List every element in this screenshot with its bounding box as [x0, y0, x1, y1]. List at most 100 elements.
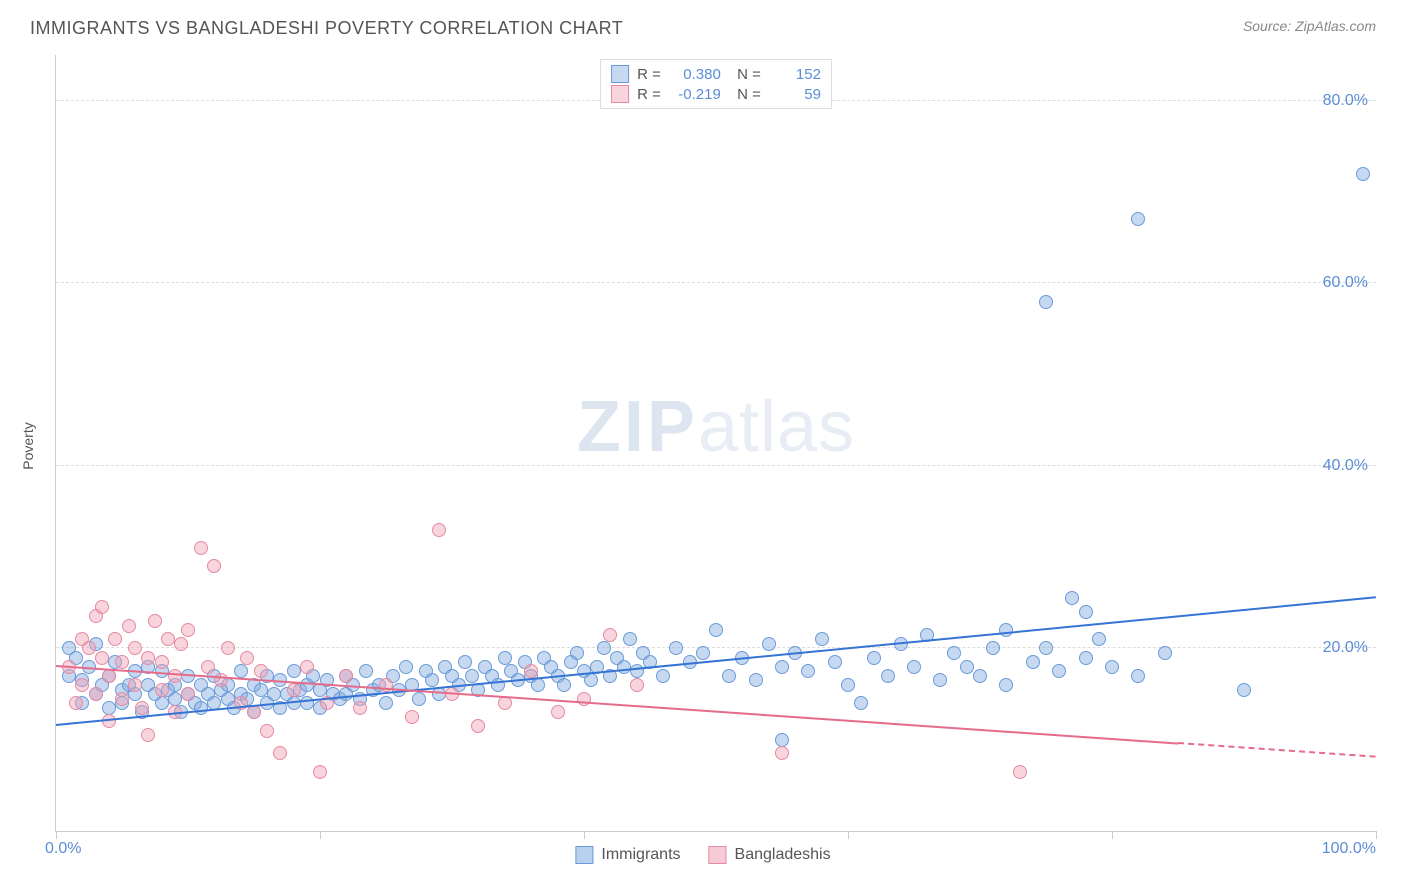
scatter-point [221, 641, 235, 655]
scatter-point [254, 683, 268, 697]
scatter-point [1092, 632, 1106, 646]
watermark-bold: ZIP [577, 387, 698, 467]
scatter-point [155, 696, 169, 710]
scatter-point [854, 696, 868, 710]
legend-item-bangladeshis: Bangladeshis [709, 846, 831, 864]
scatter-point [1105, 660, 1119, 674]
chart-title: IMMIGRANTS VS BANGLADESHI POVERTY CORREL… [30, 18, 623, 39]
scatter-point [115, 655, 129, 669]
scatter-point [115, 692, 129, 706]
scatter-point [82, 641, 96, 655]
scatter-point [201, 660, 215, 674]
scatter-point [828, 655, 842, 669]
scatter-point [128, 678, 142, 692]
watermark-rest: atlas [698, 387, 855, 467]
y-tick-label: 40.0% [1323, 457, 1368, 475]
source-label: Source: ZipAtlas.com [1243, 18, 1376, 34]
scatter-point [168, 692, 182, 706]
scatter-point [1131, 212, 1145, 226]
gridline [56, 465, 1376, 466]
r-label: R = [637, 66, 661, 83]
scatter-point [75, 678, 89, 692]
r-value-immigrants: 0.380 [669, 66, 721, 83]
swatch-immigrants [611, 65, 629, 83]
x-axis-max-label: 100.0% [1322, 840, 1376, 858]
x-tick [1112, 831, 1113, 839]
scatter-point [696, 646, 710, 660]
scatter-point [287, 664, 301, 678]
scatter-point [656, 669, 670, 683]
x-tick [1376, 831, 1377, 839]
scatter-point [267, 687, 281, 701]
trend-line [56, 596, 1376, 726]
swatch-bangladeshis [611, 85, 629, 103]
scatter-point [815, 632, 829, 646]
scatter-point [1079, 605, 1093, 619]
scatter-point [775, 660, 789, 674]
scatter-point [89, 687, 103, 701]
legend-label-immigrants: Immigrants [601, 846, 680, 864]
scatter-point [95, 600, 109, 614]
scatter-point [102, 714, 116, 728]
scatter-point [749, 673, 763, 687]
scatter-point [465, 669, 479, 683]
scatter-point [630, 678, 644, 692]
scatter-point [1026, 655, 1040, 669]
header: IMMIGRANTS VS BANGLADESHI POVERTY CORREL… [0, 0, 1406, 47]
scatter-point [234, 664, 248, 678]
scatter-point [148, 614, 162, 628]
scatter-point [240, 651, 254, 665]
scatter-point [399, 660, 413, 674]
r-value-bangladeshis: -0.219 [669, 86, 721, 103]
scatter-point [597, 641, 611, 655]
scatter-point [69, 696, 83, 710]
scatter-point [471, 719, 485, 733]
scatter-point [841, 678, 855, 692]
scatter-point [128, 641, 142, 655]
scatter-point [1065, 591, 1079, 605]
scatter-point [141, 651, 155, 665]
plot-area: ZIPatlas R = 0.380 N = 152 R = -0.219 N … [55, 55, 1376, 832]
scatter-point [584, 673, 598, 687]
chart-container: IMMIGRANTS VS BANGLADESHI POVERTY CORREL… [0, 0, 1406, 892]
scatter-point [432, 523, 446, 537]
legend-item-immigrants: Immigrants [575, 846, 680, 864]
scatter-point [722, 669, 736, 683]
scatter-point [1131, 669, 1145, 683]
scatter-point [1158, 646, 1172, 660]
n-label: N = [729, 86, 761, 103]
scatter-point [313, 765, 327, 779]
gridline [56, 282, 1376, 283]
scatter-point [623, 632, 637, 646]
scatter-point [1039, 295, 1053, 309]
legend-swatch-bangladeshis [709, 846, 727, 864]
scatter-point [260, 724, 274, 738]
scatter-point [867, 651, 881, 665]
scatter-point [986, 641, 1000, 655]
x-tick [320, 831, 321, 839]
scatter-point [801, 664, 815, 678]
scatter-point [181, 623, 195, 637]
scatter-point [973, 669, 987, 683]
scatter-point [999, 623, 1013, 637]
scatter-point [405, 710, 419, 724]
scatter-point [95, 651, 109, 665]
n-value-bangladeshis: 59 [769, 86, 821, 103]
scatter-point [617, 660, 631, 674]
x-tick [584, 831, 585, 839]
scatter-point [524, 664, 538, 678]
scatter-point [1079, 651, 1093, 665]
scatter-point [425, 673, 439, 687]
scatter-point [161, 632, 175, 646]
scatter-point [933, 673, 947, 687]
scatter-point [775, 746, 789, 760]
scatter-point [603, 628, 617, 642]
y-tick-label: 60.0% [1323, 274, 1368, 292]
scatter-point [141, 728, 155, 742]
scatter-point [339, 669, 353, 683]
scatter-point [1356, 167, 1370, 181]
scatter-point [273, 746, 287, 760]
scatter-point [498, 651, 512, 665]
n-label: N = [729, 66, 761, 83]
scatter-point [155, 683, 169, 697]
